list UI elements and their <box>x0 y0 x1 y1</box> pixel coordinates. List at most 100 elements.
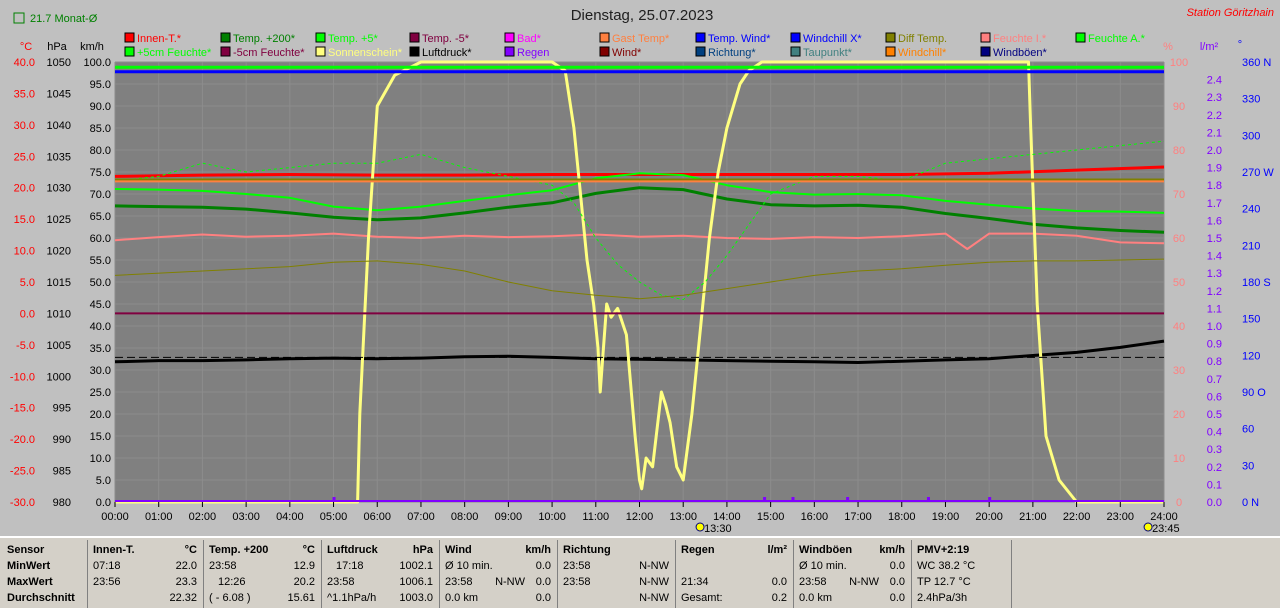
stats-cell-value: 22.32 <box>169 592 197 604</box>
stats-cell-value: 1003.0 <box>399 592 433 604</box>
legend-swatch <box>599 46 610 57</box>
series-sonnenschein- <box>115 60 1164 504</box>
stats-panel-unit: km/h <box>879 544 905 556</box>
rain-mark <box>988 497 992 501</box>
kmh-tick-label: 50.0 <box>90 277 111 289</box>
legend-swatch <box>790 32 801 43</box>
rain-mark <box>846 497 850 501</box>
pct-unit: % <box>1163 41 1173 53</box>
celsius-tick-label: -15.0 <box>10 403 35 415</box>
stats-cell-label: ^1.1hPa/h <box>327 592 377 604</box>
legend-label: Diff Temp. <box>898 33 947 45</box>
pct-tick-label: 50 <box>1173 277 1185 289</box>
kmh-tick-label: 65.0 <box>90 211 111 223</box>
hpa-tick-label: 990 <box>53 434 71 446</box>
celsius-tick-label: -5.0 <box>16 340 35 352</box>
kmh-tick-label: 20.0 <box>90 409 111 421</box>
stats-cell-label: ( - 6.08 ) <box>209 592 251 604</box>
direction-tick-label: 90 O <box>1242 387 1266 399</box>
celsius-tick-label: 5.0 <box>20 277 35 289</box>
legend-label: Gast Temp* <box>612 33 670 45</box>
stats-cell-label: Gesamt: <box>681 592 723 604</box>
pct-tick-label: 70 <box>1173 189 1185 201</box>
time-tick-label: 20:00 <box>975 511 1003 523</box>
stats-cell-value: 20.2 <box>293 576 315 588</box>
rain-tick-label: 1.1 <box>1207 303 1222 315</box>
stats-panel-title: Temp. +200 <box>209 544 269 556</box>
legend: Innen-T.* Temp. +200* Temp. +5* Temp. -5* Ba… <box>124 32 1146 59</box>
kmh-tick-label: 70.0 <box>90 189 111 201</box>
legend-label: Innen-T.* <box>137 33 182 45</box>
stats-panel-windb-en: Windböen km/h Ø 10 min. 0.0 23:58 N-NW 0.0 0.0 … <box>794 540 912 608</box>
celsius-tick-label: 35.0 <box>14 88 35 100</box>
legend-label: Luftdruck* <box>422 47 472 59</box>
row-label-avg: Durchschnitt <box>7 592 75 604</box>
hpa-tick-label: 1010 <box>47 308 71 320</box>
celsius-tick-label: -30.0 <box>10 497 35 509</box>
time-tick-label: 11:00 <box>582 511 609 523</box>
legend-swatch <box>980 46 991 57</box>
stats-cell-value: 23.3 <box>175 576 197 588</box>
stats-panel-unit: °C <box>184 544 197 556</box>
time-tick-label: 19:00 <box>932 511 960 523</box>
celsius-tick-label: 25.0 <box>14 151 35 163</box>
stats-cell-label: 23:58 <box>209 560 237 572</box>
row-label-min: MinWert <box>7 560 51 572</box>
time-tick-label: 16:00 <box>801 511 829 523</box>
time-tick-label: 13:00 <box>669 511 697 523</box>
stats-cell-value: 12.9 <box>293 560 315 572</box>
time-tick-label: 17:00 <box>844 511 872 523</box>
rain-tick-label: 0.8 <box>1207 356 1222 368</box>
rain-tick-label: 1.9 <box>1207 163 1222 175</box>
hpa-tick-label: 1050 <box>47 57 71 69</box>
series-temp-200- <box>114 186 1165 234</box>
legend-label: Windchill X* <box>803 33 862 45</box>
kmh-tick-label: 80.0 <box>90 145 111 157</box>
legend-swatch <box>695 32 706 43</box>
stats-panel-title: Windböen <box>799 544 853 556</box>
row-label-max: MaxWert <box>7 576 53 588</box>
rain-tick-label: 1.4 <box>1207 251 1222 263</box>
hpa-tick-label: 1045 <box>47 88 71 100</box>
rain-tick-label: 0.5 <box>1207 409 1222 421</box>
kmh-tick-label: 45.0 <box>90 299 111 311</box>
legend-label: Sonnenschein* <box>328 47 403 59</box>
stats-panel-unit: l/m² <box>767 544 787 556</box>
sun-marker-icon <box>1143 522 1153 532</box>
celsius-tick-label: 15.0 <box>14 214 35 226</box>
stats-cell-value: 0.0 <box>771 576 787 588</box>
rain-tick-label: 1.3 <box>1207 268 1222 280</box>
stats-panel-regen: Regen l/m² 21:34 0.0 Gesamt: 0.2 <box>676 540 794 608</box>
stats-panel-temp-200: Temp. +200 °C 23:58 12.9 12:26 20.2 ( - 6.08 )… <box>204 540 322 608</box>
deg-unit: ° <box>1238 39 1242 51</box>
time-tick-label: 09:00 <box>495 511 523 523</box>
rain-tick-label: 1.2 <box>1207 286 1222 298</box>
stats-cell-label: 07:18 <box>93 560 121 572</box>
direction-tick-label: 360 N <box>1242 57 1271 69</box>
series-feuchte-a- <box>114 140 1165 301</box>
time-tick-label: 15:00 <box>757 511 785 523</box>
stats-panel-title: Richtung <box>563 544 611 556</box>
station-name: Station Göritzhain <box>1187 7 1274 19</box>
kmh-tick-label: 0.0 <box>96 497 111 509</box>
rain-tick-label: 2.1 <box>1207 127 1222 139</box>
stats-panel-wind: Wind km/h Ø 10 min. 0.0 23:58 N-NW 0.0 0.0 km 0.… <box>440 540 558 608</box>
time-tick-label: 23:00 <box>1107 511 1135 523</box>
legend-label: Taupunkt* <box>803 47 853 59</box>
celsius-tick-label: 0.0 <box>20 308 35 320</box>
stats-cell-label: Ø 10 min. <box>799 560 847 572</box>
stats-panel-unit: km/h <box>525 544 551 556</box>
stats-cell-label: 12:26 <box>218 576 246 588</box>
time-tick-label: 05:00 <box>320 511 348 523</box>
stats-panel-luftdruck: Luftdruck hPa 17:18 1002.1 23:58 1006.1 ^1.1hP… <box>322 540 440 608</box>
stats-panel-title: PMV+2:19 <box>917 544 970 556</box>
hpa-tick-label: 1005 <box>47 340 71 352</box>
stats-cell-label: TP 12.7 °C <box>917 576 971 588</box>
legend-label: Feuchte I.* <box>993 33 1047 45</box>
legend-label: Temp. +5* <box>328 33 379 45</box>
legend-label: Windchill* <box>898 47 947 59</box>
direction-tick-label: 150 <box>1242 314 1260 326</box>
rain-tick-label: 0.3 <box>1207 444 1222 456</box>
time-tick-label: 01:00 <box>145 511 173 523</box>
direction-tick-label: 60 <box>1242 424 1254 436</box>
